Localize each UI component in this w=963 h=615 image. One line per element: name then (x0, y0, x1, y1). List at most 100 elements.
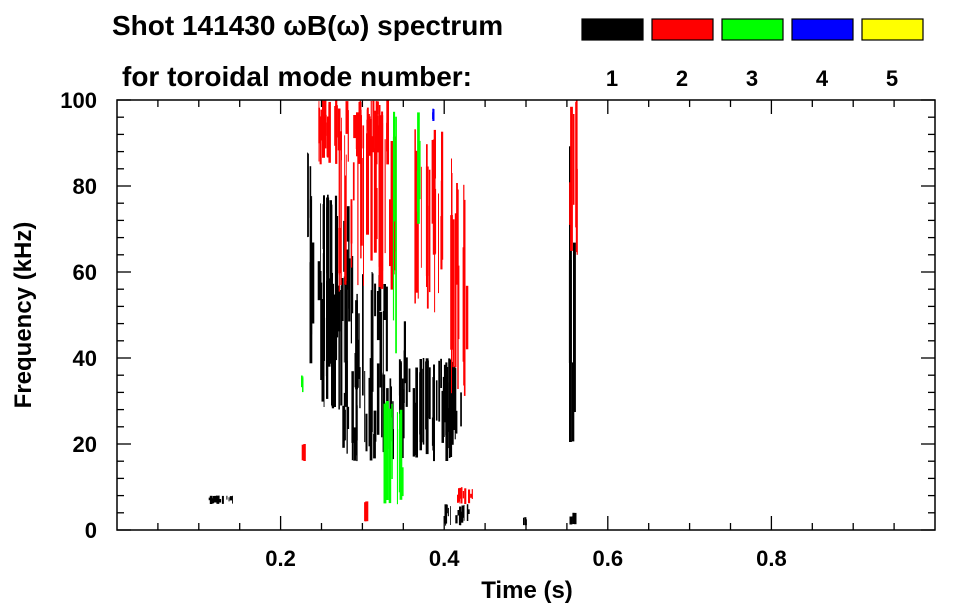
spectrum-mark-mode-1-7-0 (461, 505, 465, 518)
spectrum-mark-mode-2-12-15 (376, 115, 379, 153)
spectrum-mark-mode-1-7-11 (457, 510, 461, 516)
spectrum-mark-mode-2-12-41 (353, 115, 357, 139)
spectrum-mark-mode-1-0-6 (322, 253, 325, 337)
spectrum-mark-mode-2-15-9 (454, 213, 457, 368)
spectrum-mark-mode-1-3-65 (401, 378, 404, 458)
spectrum-mark-mode-2-14-18 (434, 188, 437, 254)
spectrum-mark-mode-1-3-52 (356, 372, 358, 462)
spectrum-mark-mode-4-24-2 (432, 108, 434, 121)
spectrum-mark-mode-2-12-37 (334, 106, 336, 146)
spectrum-mark-mode-3-20-9 (398, 429, 401, 493)
spectrum-mark-mode-1-2-20 (338, 291, 340, 410)
spectrum-mark-mode-2-14-19 (426, 144, 428, 287)
axis-ticks: 0.2 0.4 0.6 0.8 0 20 40 60 80 100 (60, 88, 935, 571)
spectrum-mark-mode-3-20-5 (396, 412, 398, 505)
spectrum-mark-mode-2-13-32 (380, 115, 384, 289)
spectrum-mark-mode-2-12-36 (358, 122, 361, 158)
spectrum-mark-mode-1-2-6 (321, 299, 325, 402)
spectrum-mark-mode-2-16-1 (365, 501, 369, 522)
spectrum-mark-mode-2-12-17 (355, 125, 358, 149)
spectrum-mark-mode-2-17-7 (470, 493, 473, 498)
spectrum-mark-mode-1-3-47 (438, 360, 441, 422)
spectrum-mark-mode-2-12-11 (328, 104, 331, 157)
spectrum-mark-mode-2-12-16 (326, 122, 329, 157)
spectrum-mark-mode-1-6-9 (442, 376, 445, 437)
x-tick-label: 0.2 (265, 546, 296, 571)
spectrum-mark-mode-2-12-22 (324, 100, 327, 149)
spectrum-mark-mode-1-2-23 (359, 367, 361, 409)
chart-title-line1: Shot 141430 ωB(ω) spectrum (112, 10, 503, 41)
spectrum-mark-mode-1-3-28 (364, 371, 366, 443)
spectrum-mark-mode-1-1-1 (307, 152, 308, 238)
spectrum-mark-mode-1-3-40 (373, 410, 377, 442)
spectrum-mark-mode-2-13-29 (338, 111, 340, 292)
spectrum-mark-mode-1-3-24 (346, 406, 350, 429)
spectrum-mark-mode-2-13-0 (344, 175, 347, 285)
mode-legend: 1 2 3 4 5 (581, 18, 924, 91)
spectrum-mark-mode-1-6-12 (455, 410, 458, 434)
spectrum-mark-mode-1-4-8 (378, 275, 382, 311)
spectrum-mark-mode-1-7-1 (447, 507, 449, 517)
spectrum-mark-mode-2-13-28 (363, 141, 364, 286)
spectrum-mark-mode-1-3-56 (415, 367, 418, 458)
x-tick-label: 0.6 (593, 546, 624, 571)
spectrum-mark-mode-2-13-8 (366, 133, 369, 235)
spectrum-mark-mode-2-13-4 (360, 109, 362, 259)
spectrum-mark-mode-2-12-34 (318, 107, 320, 144)
spectrum-mark-mode-1-0-12 (351, 256, 354, 314)
spectrum-mark-mode-3-20-4 (391, 403, 393, 479)
spectrum-mark-mode-1-3-67 (426, 360, 429, 419)
spectrum-mark-mode-1-3-6 (390, 386, 392, 418)
spectrum-mark-mode-2-14-2 (438, 193, 439, 294)
legend-swatch-mode-5 (861, 18, 924, 41)
y-tick-label: 40 (73, 346, 97, 371)
spectrum-mark-mode-2-12-39 (325, 114, 327, 136)
spectrum-mark-mode-2-12-20 (335, 105, 338, 138)
spectrum-mark-mode-1-6-7 (445, 362, 448, 436)
spectrum-mark-mode-1-11-3 (213, 495, 217, 503)
y-axis-label: Frequency (kHz) (10, 222, 37, 409)
spectrum-mark-mode-1-3-50 (376, 363, 380, 435)
spectrum-mark-mode-2-12-14 (362, 125, 365, 149)
spectrum-mark-mode-2-17-10 (464, 488, 467, 504)
spectrum-mark-mode-1-3-27 (355, 361, 357, 429)
spectrum-mark-mode-2-16-2 (364, 512, 366, 522)
spectrum-mark-mode-1-9-3 (573, 512, 577, 525)
spectrum-mark-mode-1-0-26 (309, 199, 312, 360)
spectrum-mark-mode-1-3-45 (419, 359, 422, 451)
spectrum-mark-mode-2-13-30 (378, 125, 381, 267)
spectrum-mark-mode-1-2-27 (322, 304, 325, 336)
x-axis-label: Time (s) (481, 577, 573, 604)
legend-label-mode-4: 4 (816, 66, 829, 91)
spectrum-mark-mode-1-2-26 (329, 311, 333, 352)
spectrum-mark-mode-1-7-6 (463, 504, 465, 521)
spectrum-mark-mode-1-0-22 (322, 204, 325, 250)
spectrum-mark-mode-1-3-36 (392, 401, 394, 454)
spectrum-mark-mode-2-15-2 (457, 189, 459, 389)
spectrum-mark-mode-1-3-62 (422, 358, 425, 445)
spectrum-mark-mode-1-2-7 (327, 278, 330, 326)
spectrum-mark-mode-1-6-5 (447, 408, 449, 432)
spectrum-mark-mode-1-3-33 (428, 367, 431, 420)
spectrum-mark-mode-1-4-9 (374, 283, 377, 317)
spectrum-mark-mode-1-3-49 (431, 417, 434, 446)
spectrum-mark-mode-1-3-38 (392, 429, 394, 460)
spectrum-mark-mode-1-6-10 (451, 392, 453, 433)
spectrum-mark-mode-2-13-13 (370, 136, 373, 261)
spectrum-mark-mode-1-7-7 (466, 504, 469, 521)
spectrum-mark-mode-2-18-5 (569, 182, 571, 225)
spectrum-mark-mode-2-13-35 (344, 135, 346, 285)
spectrum-mark-mode-2-13-17 (357, 139, 359, 286)
spectrum-mark-mode-1-7-14 (460, 511, 464, 523)
spectrum-mark-mode-1-4-0 (370, 290, 373, 381)
spectrum-mark-mode-2-14-17 (432, 139, 436, 255)
spectrum-mark-mode-1-2-25 (320, 282, 323, 380)
spectrum-mark-mode-1-11-9 (221, 495, 224, 504)
spectrum-mark-mode-1-3-26 (433, 364, 435, 462)
spectrum-mark-mode-1-3-55 (381, 372, 383, 438)
spectrum-mark-mode-2-12-42 (321, 121, 324, 139)
spectrum-mark-mode-2-17-0 (468, 489, 471, 504)
spectrum-mark-mode-2-12-30 (386, 122, 389, 152)
spectrum-mark-mode-2-14-10 (441, 131, 444, 260)
spectrum-mark-mode-1-4-5 (385, 286, 388, 372)
